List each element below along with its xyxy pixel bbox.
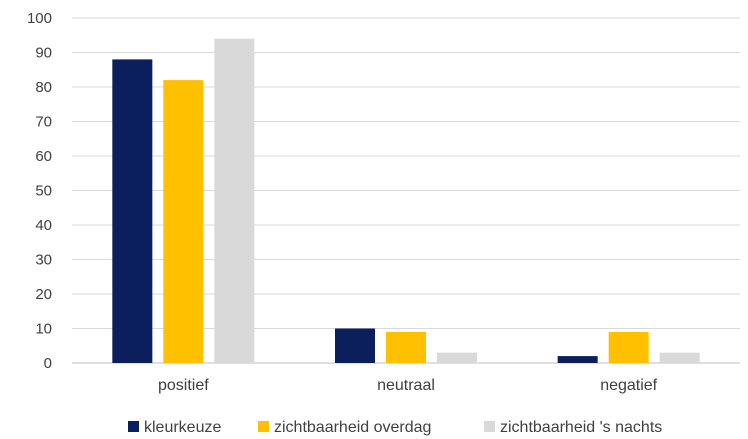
y-tick-label: 20 [35,286,52,303]
legend-swatch [128,421,139,432]
legend-item: zichtbaarheid overdag [258,419,431,436]
y-tick-label: 90 [35,45,52,62]
legend-swatch [484,421,495,432]
y-tick-label: 30 [35,252,52,269]
y-tick-label: 80 [35,79,52,96]
y-tick-label: 70 [35,114,52,131]
legend-item: kleurkeuze [128,419,221,436]
y-tick-label: 0 [44,355,52,372]
y-tick-label: 50 [35,183,52,200]
legend-label: zichtbaarheid 's nachts [500,419,662,436]
legend-item: zichtbaarheid 's nachts [484,419,662,436]
legend-label: zichtbaarheid overdag [274,419,431,436]
bar-zichtbaarheid-s-nachts-neutraal [437,352,477,363]
y-tick-label: 60 [35,148,52,165]
bar-kleurkeuze-negatief [557,356,598,363]
bar-kleurkeuze-positief [112,59,153,364]
bar-zichtbaarheid-s-nachts-negatief [659,352,700,363]
y-tick-label: 10 [35,321,52,338]
bar-zichtbaarheid-s-nachts-positief [214,38,255,363]
legend-swatch [258,421,269,432]
x-category-label: negatief [600,377,657,394]
y-tick-label: 100 [27,10,52,27]
bar-zichtbaarheid-overdag-neutraal [386,331,426,363]
legend: kleurkeuze zichtbaarheid overdag zichtbaar… [128,419,662,436]
x-category-label: positief [158,377,209,394]
bar-kleurkeuze-neutraal [335,328,375,363]
bar-zichtbaarheid-overdag-positief [163,80,204,363]
x-category-label: neutraal [377,377,435,394]
bar-zichtbaarheid-overdag-negatief [608,331,649,363]
bars [112,38,700,364]
y-tick-label: 40 [35,217,52,234]
x-axis-categories: positief neutraal negatief [158,377,658,394]
legend-label: kleurkeuze [144,419,221,436]
y-axis-ticks: 0 10 20 30 40 50 60 70 80 90 100 [27,10,52,372]
